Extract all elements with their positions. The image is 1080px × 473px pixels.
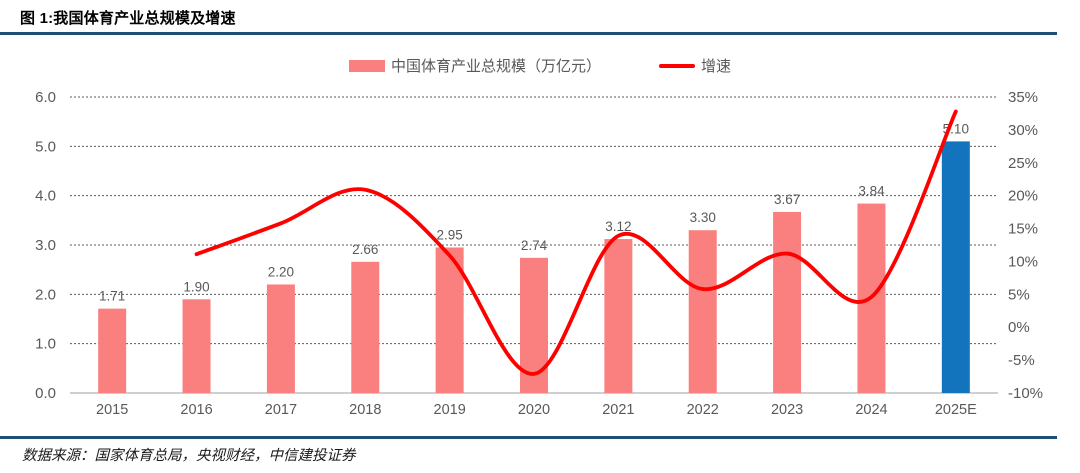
x-tick-label-2018: 2018 bbox=[349, 402, 381, 418]
chart-legend: 中国体育产业总规模（万亿元） 增速 bbox=[0, 55, 1080, 76]
legend-label-line: 增速 bbox=[701, 58, 732, 75]
right-tick-label-20%: 20% bbox=[1008, 188, 1038, 205]
bar-value-label-2016: 1.90 bbox=[183, 279, 209, 294]
figure-title: 图 1:我国体育产业总规模及增速 bbox=[20, 10, 236, 27]
left-tick-label-3.0: 3.0 bbox=[35, 237, 56, 254]
bar-2016 bbox=[182, 299, 211, 393]
right-tick-label--10%: -10% bbox=[1008, 385, 1043, 402]
legend-item-line: 增速 bbox=[659, 55, 731, 76]
bar-value-label-2018: 2.66 bbox=[352, 242, 378, 257]
right-tick-label--5%: -5% bbox=[1008, 352, 1035, 369]
bar-2017 bbox=[266, 284, 295, 393]
x-tick-label-2021: 2021 bbox=[602, 402, 634, 418]
left-tick-label-2.0: 2.0 bbox=[35, 286, 56, 303]
bar-2025E bbox=[941, 141, 970, 393]
right-tick-label-35%: 35% bbox=[1008, 89, 1038, 106]
bar-2021 bbox=[604, 239, 633, 393]
x-tick-label-2017: 2017 bbox=[265, 402, 297, 418]
right-tick-label-15%: 15% bbox=[1008, 221, 1038, 238]
growth-rate-line bbox=[194, 109, 958, 376]
x-tick-label-2020: 2020 bbox=[518, 402, 550, 418]
left-tick-label-1.0: 1.0 bbox=[35, 336, 56, 353]
left-tick-label-0.0: 0.0 bbox=[35, 385, 56, 402]
bar-value-label-2024: 3.84 bbox=[858, 184, 885, 199]
x-tick-label-2023: 2023 bbox=[771, 402, 803, 418]
right-tick-label-25%: 25% bbox=[1008, 155, 1038, 172]
x-tick-label-2024: 2024 bbox=[855, 402, 887, 418]
legend-label-bars: 中国体育产业总规模（万亿元） bbox=[390, 58, 601, 75]
right-tick-label-5%: 5% bbox=[1008, 286, 1030, 303]
bar-swatch-icon bbox=[348, 59, 385, 72]
bar-value-label-2020: 2.74 bbox=[521, 238, 548, 253]
right-tick-label-30%: 30% bbox=[1008, 122, 1038, 139]
bar-2018 bbox=[351, 261, 380, 393]
bar-value-label-2019: 2.95 bbox=[436, 227, 462, 242]
x-tick-label-2015: 2015 bbox=[96, 402, 128, 418]
left-tick-label-4.0: 4.0 bbox=[35, 188, 56, 205]
bar-value-label-2022: 3.30 bbox=[690, 210, 716, 225]
x-tick-label-2016: 2016 bbox=[180, 402, 212, 418]
bar-2019 bbox=[435, 247, 464, 393]
bar-value-label-2023: 3.67 bbox=[774, 192, 800, 207]
line-swatch-icon bbox=[659, 63, 695, 68]
left-tick-label-6.0: 6.0 bbox=[35, 89, 56, 106]
x-tick-label-2019: 2019 bbox=[434, 402, 466, 418]
left-tick-label-5.0: 5.0 bbox=[35, 138, 56, 155]
bar-2023 bbox=[773, 211, 802, 393]
bar-value-label-2021: 3.12 bbox=[605, 219, 631, 234]
bar-value-label-2015: 1.71 bbox=[99, 289, 125, 304]
top-divider bbox=[0, 32, 1057, 35]
legend-item-bars: 中国体育产业总规模（万亿元） bbox=[348, 55, 601, 76]
data-source: 数据来源：国家体育总局，央视财经，中信建投证券 bbox=[22, 448, 356, 464]
right-tick-label-0%: 0% bbox=[1008, 319, 1030, 336]
bar-value-label-2017: 2.20 bbox=[268, 264, 294, 279]
x-tick-label-2025E: 2025E bbox=[935, 402, 977, 418]
x-tick-label-2022: 2022 bbox=[687, 402, 719, 418]
right-tick-label-10%: 10% bbox=[1008, 253, 1038, 270]
bar-2015 bbox=[98, 308, 127, 393]
bar-2022 bbox=[688, 230, 717, 393]
bottom-divider bbox=[0, 436, 1057, 439]
